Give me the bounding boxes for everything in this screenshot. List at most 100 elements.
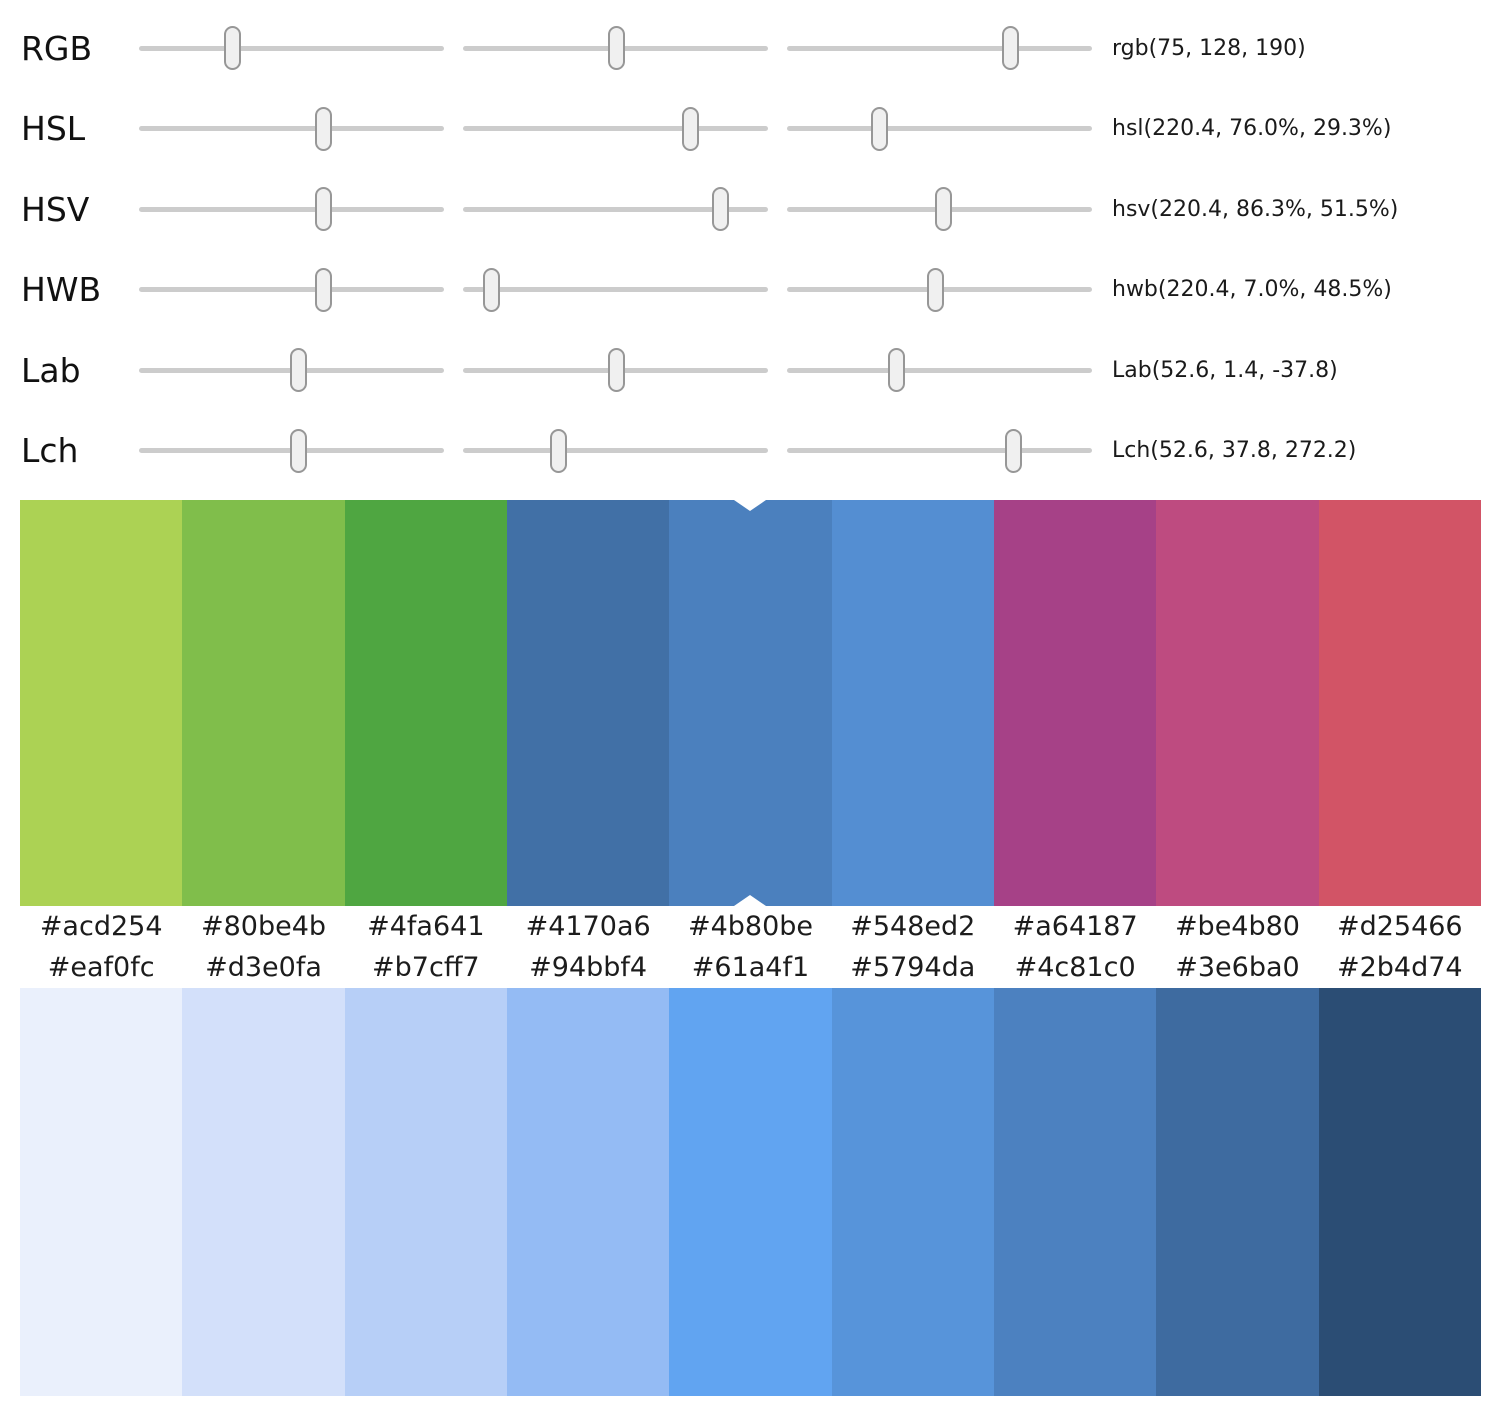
hex-code-label: #4170a6 — [525, 910, 651, 942]
hex-code-label: #548ed2 — [850, 910, 976, 942]
slider-thumb-rgb-1[interactable] — [223, 26, 241, 71]
slider-track-line — [463, 448, 768, 454]
slider-track-rgb-3[interactable] — [787, 24, 1092, 72]
slider-thumb-hsv-2[interactable] — [711, 187, 729, 232]
slider-track-hwb-2[interactable] — [463, 266, 768, 314]
slider-thumb-hsl-2[interactable] — [681, 106, 699, 151]
color-swatch-4b80be[interactable] — [669, 500, 832, 906]
slider-track-hwb-3[interactable] — [787, 266, 1092, 314]
color-value-text: hsl(220.4, 76.0%, 29.3%) — [1112, 116, 1392, 142]
slider-row-hsl: HSL hsl(220.4, 76.0%, 29.3%) — [21, 89, 1481, 170]
hex-labels-top: #acd254 #80be4b #4fa641 #4170a6 #4b80be #548e… — [20, 906, 1481, 946]
color-swatch-a64187[interactable] — [993, 500, 1157, 906]
slider-track-rgb-2[interactable] — [463, 24, 768, 72]
slider-thumb-hwb-3[interactable] — [926, 267, 944, 312]
slider-track-line — [139, 206, 444, 212]
slider-track-line — [787, 367, 1092, 373]
hex-code-label: #5794da — [850, 951, 976, 983]
color-value-text: Lab(52.6, 1.4, -37.8) — [1112, 357, 1338, 383]
slider-track-lab-3[interactable] — [787, 346, 1092, 394]
color-swatch-4fa641[interactable] — [344, 500, 507, 906]
slider-thumb-hsv-1[interactable] — [315, 187, 333, 232]
colorspace-label: HSL — [21, 109, 86, 149]
hex-code-label: #d25466 — [1336, 910, 1463, 942]
colorspace-label: HWB — [21, 270, 102, 310]
hex-code-label: #eaf0fc — [47, 951, 155, 983]
color-value-text: hwb(220.4, 7.0%, 48.5%) — [1112, 277, 1392, 303]
slider-thumb-lab-1[interactable] — [290, 348, 308, 393]
slider-track-hsl-1[interactable] — [139, 105, 444, 153]
color-swatch-61a4f1[interactable] — [669, 988, 832, 1396]
selection-notch-bottom-icon — [734, 895, 767, 906]
slider-track-line — [463, 287, 768, 293]
palette-bottom — [20, 988, 1481, 1396]
slider-thumb-rgb-2[interactable] — [607, 26, 625, 71]
slider-track-line — [139, 45, 444, 51]
colorspace-label: Lch — [21, 431, 79, 471]
color-swatch-4c81c0[interactable] — [993, 988, 1157, 1396]
slider-track-lab-1[interactable] — [139, 346, 444, 394]
slider-tracks — [139, 427, 1092, 475]
hex-code-label: #b7cff7 — [372, 951, 480, 983]
slider-track-hsv-2[interactable] — [463, 185, 768, 233]
slider-row-hwb: HWB hwb(220.4, 7.0%, 48.5%) — [21, 250, 1481, 331]
slider-track-lch-3[interactable] — [787, 427, 1092, 475]
slider-track-hsl-2[interactable] — [463, 105, 768, 153]
slider-track-lab-2[interactable] — [463, 346, 768, 394]
slider-thumb-hsv-3[interactable] — [935, 187, 953, 232]
slider-thumb-rgb-3[interactable] — [1001, 26, 1019, 71]
slider-track-line — [787, 45, 1092, 51]
slider-thumb-hwb-2[interactable] — [483, 267, 501, 312]
slider-track-rgb-1[interactable] — [139, 24, 444, 72]
hex-code-label: #be4b80 — [1174, 910, 1300, 942]
slider-track-lch-1[interactable] — [139, 427, 444, 475]
color-swatch-eaf0fc[interactable] — [20, 988, 183, 1396]
hex-code-label: #94bbf4 — [529, 951, 648, 983]
hex-code-label: #61a4f1 — [691, 951, 810, 983]
slider-track-hsl-3[interactable] — [787, 105, 1092, 153]
color-swatch-2b4d74[interactable] — [1318, 988, 1481, 1396]
color-swatch-d25466[interactable] — [1318, 500, 1481, 906]
slider-thumb-hsl-1[interactable] — [315, 106, 333, 151]
color-value-text: hsv(220.4, 86.3%, 51.5%) — [1112, 196, 1399, 222]
hex-code-label: #4fa641 — [367, 910, 485, 942]
color-value-text: Lch(52.6, 37.8, 272.2) — [1112, 438, 1357, 464]
slider-thumb-lab-2[interactable] — [608, 348, 626, 393]
color-value-text: rgb(75, 128, 190) — [1112, 35, 1306, 61]
color-swatch-4170a6[interactable] — [506, 500, 670, 906]
slider-thumb-lch-3[interactable] — [1004, 428, 1022, 473]
hex-labels-bottom: #eaf0fc #d3e0fa #b7cff7 #94bbf4 #61a4f1 #5794… — [20, 946, 1481, 988]
hex-code-label: #acd254 — [39, 910, 163, 942]
color-swatch-acd254[interactable] — [20, 500, 183, 906]
palette-top — [20, 500, 1481, 906]
color-swatch-b7cff7[interactable] — [344, 988, 507, 1396]
slider-thumb-hsl-3[interactable] — [871, 106, 889, 151]
slider-track-hsv-1[interactable] — [139, 185, 444, 233]
slider-thumb-hwb-1[interactable] — [315, 267, 333, 312]
slider-thumb-lch-1[interactable] — [290, 428, 308, 473]
color-swatch-94bbf4[interactable] — [506, 988, 670, 1396]
color-swatch-5794da[interactable] — [831, 988, 994, 1396]
hex-code-label: #3e6ba0 — [1175, 951, 1300, 983]
slider-track-line — [787, 126, 1092, 132]
slider-tracks — [139, 185, 1092, 233]
color-swatch-be4b80[interactable] — [1156, 500, 1319, 906]
color-swatch-548ed2[interactable] — [831, 500, 994, 906]
slider-track-line — [139, 126, 444, 132]
slider-thumb-lch-2[interactable] — [549, 428, 567, 473]
hex-code-label: #d3e0fa — [205, 951, 322, 983]
slider-track-line — [787, 448, 1092, 454]
hex-code-label: #4c81c0 — [1014, 951, 1136, 983]
slider-tracks — [139, 346, 1092, 394]
slider-tracks — [139, 24, 1092, 72]
slider-track-hsv-3[interactable] — [787, 185, 1092, 233]
color-swatch-3e6ba0[interactable] — [1156, 988, 1319, 1396]
slider-thumb-lab-3[interactable] — [888, 348, 906, 393]
colorspace-label: HSV — [21, 189, 90, 229]
colorspace-label: Lab — [21, 350, 81, 390]
color-swatch-d3e0fa[interactable] — [182, 988, 345, 1396]
slider-track-lch-2[interactable] — [463, 427, 768, 475]
color-swatch-80be4b[interactable] — [182, 500, 345, 906]
slider-track-hwb-1[interactable] — [139, 266, 444, 314]
